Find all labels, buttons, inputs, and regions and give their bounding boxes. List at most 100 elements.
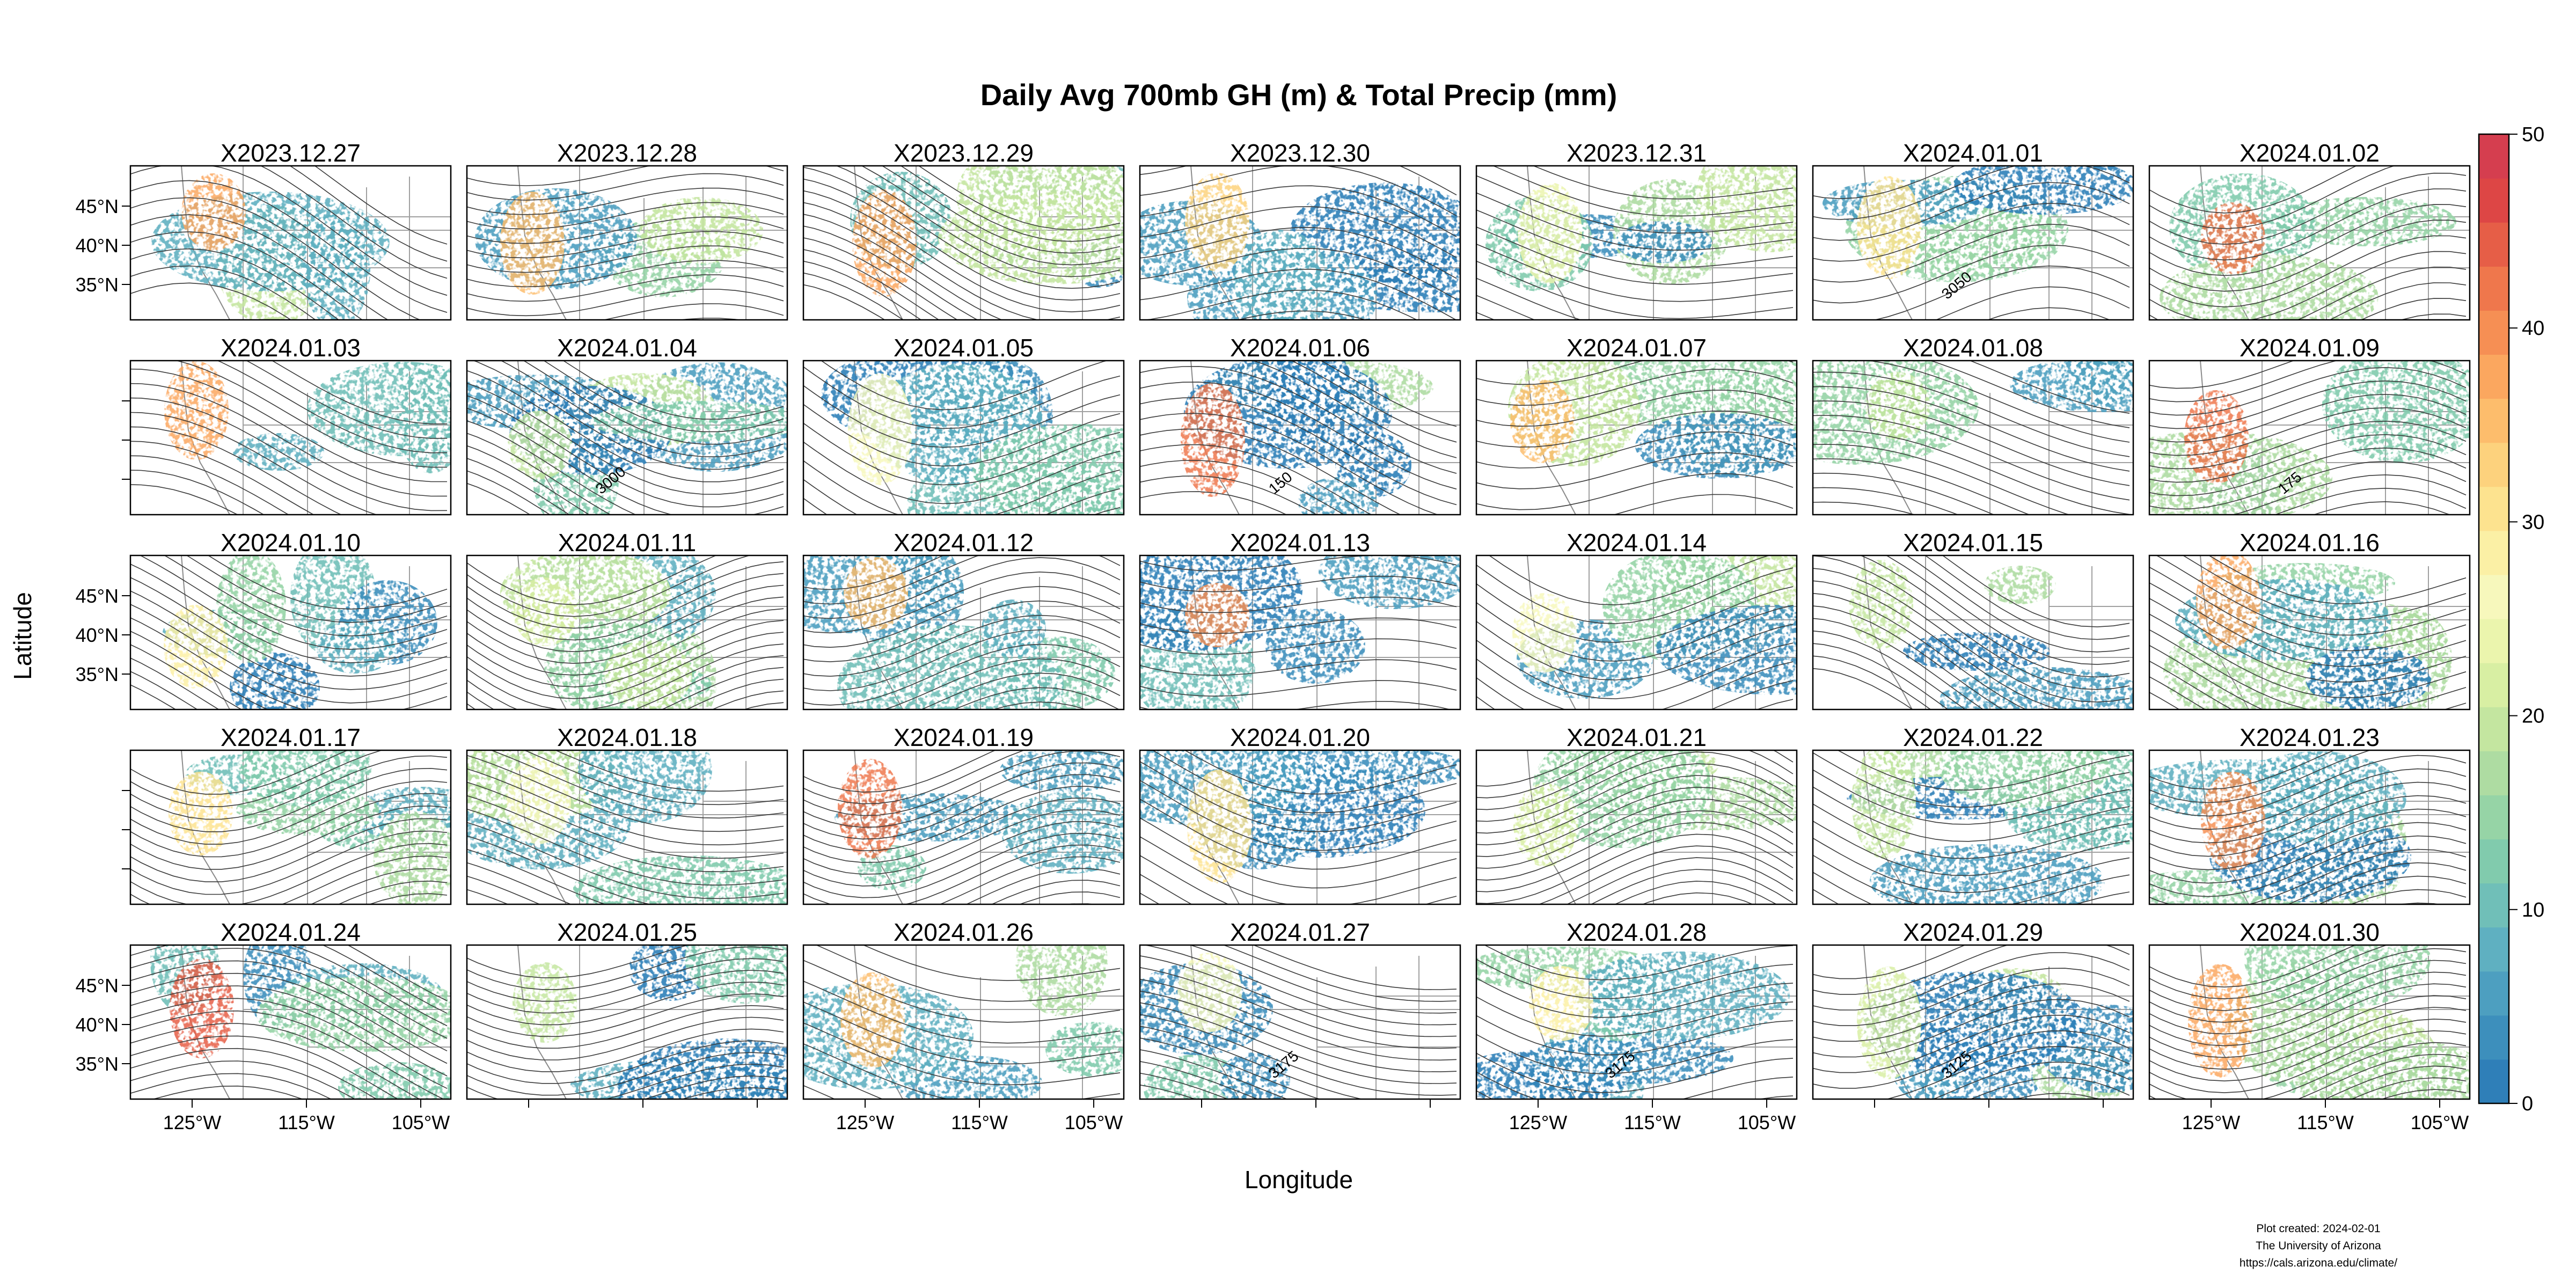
contour-line: [803, 237, 958, 320]
map-panel: X2024.01.09: [2148, 334, 2471, 516]
contour-line: [1140, 491, 1287, 515]
contour-line: [1488, 555, 1770, 605]
contour-line: [681, 1087, 784, 1099]
contour-line: [1140, 978, 1457, 1061]
contour-line: [1476, 369, 1794, 406]
contour-line: [1476, 775, 1794, 846]
gh-contours: [1140, 555, 1457, 709]
contour-line: [2149, 755, 2467, 817]
contour-line: [953, 687, 1120, 709]
map-panel: X2024.01.04: [466, 334, 788, 516]
contour-line: [467, 781, 784, 859]
colorbar-segment: [2479, 442, 2509, 487]
state-boundaries: [1252, 945, 1460, 1099]
contour-line: [130, 805, 448, 870]
contour-line: [462, 1100, 784, 1143]
contour-line: [1476, 1015, 1794, 1056]
contour-line: [1813, 803, 2130, 859]
contour-line: [130, 1010, 444, 1099]
contour-line: [1476, 1071, 1794, 1099]
precip-blob: [216, 555, 286, 663]
contour-line: [152, 1085, 304, 1099]
contour-line: [467, 433, 612, 515]
contour-line: [1140, 990, 1457, 1072]
panel-title: X2024.01.21: [1567, 723, 1707, 751]
colorbar-segment: [2479, 266, 2509, 311]
panel-frame: [1812, 360, 2134, 516]
panel-frame: [802, 749, 1125, 905]
contour-line: [1140, 428, 1401, 515]
contour-line: [2149, 960, 2467, 1023]
contour-line: [1476, 958, 1794, 999]
contour-line: [1476, 209, 1794, 268]
contour-line: [2149, 598, 2467, 683]
contour-line: [2149, 660, 2233, 709]
contour-line: [1476, 452, 1794, 489]
contour-line: [2149, 995, 2467, 1058]
panel-frame: [1812, 944, 2134, 1100]
gh-contours: [1140, 945, 1457, 1099]
precip-blob: [1268, 361, 1349, 443]
contour-line: [803, 441, 1121, 504]
contour-line: [1140, 761, 1457, 832]
contour-line: [130, 484, 239, 515]
contour-line: [1476, 677, 1794, 709]
contour-line: [2149, 434, 2467, 483]
contour-line: [130, 755, 448, 820]
contour-line: [207, 555, 448, 610]
y-tick-label: 40°N: [76, 624, 119, 646]
precip-coastal: [2201, 202, 2265, 274]
contour-line: [2149, 948, 2467, 1011]
precip-blob: [374, 811, 451, 904]
panel-title: X2024.01.15: [1903, 529, 2043, 557]
contour-line: [1140, 638, 1457, 655]
contour-line: [467, 993, 784, 1037]
contour-line: [2149, 188, 2467, 261]
gh-contours: [462, 945, 784, 1143]
contour-line: [467, 596, 784, 664]
contour-line: [803, 272, 904, 320]
contour-line: [1813, 854, 2130, 904]
panel-frame: [466, 749, 788, 905]
contour-line: [130, 843, 448, 904]
precip-coastal: [1185, 583, 1249, 647]
contour-line: [965, 868, 1121, 904]
contour-line: [1813, 1014, 2130, 1073]
panel-frame: [1812, 749, 2134, 905]
gh-contours: [803, 361, 1121, 515]
contour-line: [1613, 494, 1794, 515]
contour-line: [1813, 999, 2130, 1058]
contour-line: [1813, 837, 2130, 894]
colorbar-segment: [2479, 839, 2509, 884]
map-panel: X2024.01.19: [802, 723, 1125, 905]
precip-blob: [591, 401, 787, 442]
contour-line: [1813, 945, 1966, 979]
contour-line: [803, 600, 1121, 662]
contour-line: [803, 1001, 1121, 1065]
contour-line: [1813, 444, 2070, 515]
contour-line: [1476, 390, 1794, 427]
panel-title: X2024.01.04: [557, 334, 697, 362]
contour-line: [2149, 1007, 2467, 1070]
panel-frame: [802, 165, 1125, 321]
contour-line: [939, 856, 1121, 904]
x-tick-label: 115°W: [951, 1111, 1008, 1133]
gh-contours: [803, 166, 1121, 320]
contour-line: [1476, 243, 1794, 302]
contour-line: [467, 470, 551, 515]
gh-contours: [1476, 361, 1794, 515]
contour-line: [368, 893, 448, 904]
panel-title: X2024.01.27: [1230, 918, 1370, 946]
contour-line: [1140, 1037, 1321, 1099]
contour-line: [1140, 475, 1318, 515]
contour-line: [467, 482, 531, 515]
contour-line: [2149, 166, 2358, 214]
contour-line: [1476, 750, 1794, 799]
contour-line: [467, 420, 636, 515]
contour-line: [2149, 380, 2467, 429]
contour-line: [130, 644, 243, 709]
precip-blob: [2276, 197, 2456, 246]
contour-line: [500, 361, 784, 457]
precip-blob: [2306, 646, 2431, 709]
chart-title: Daily Avg 700mb GH (m) & Total Precip (m…: [980, 78, 1618, 112]
